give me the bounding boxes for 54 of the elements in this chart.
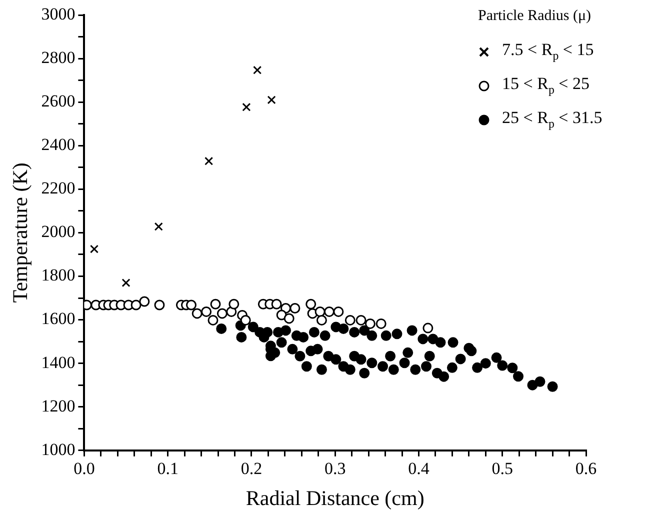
point (242, 102, 251, 112)
point (228, 298, 240, 310)
point (240, 314, 251, 326)
point (201, 306, 212, 317)
point (204, 156, 214, 166)
y-tick-label: 1400 (41, 352, 76, 372)
y-tick-label: 2200 (41, 178, 76, 198)
point (284, 313, 294, 324)
y-axis-title: Temperature (K) (8, 162, 32, 303)
x-axis-title: Radial Distance (cm) (246, 486, 424, 510)
point (324, 306, 334, 317)
x-tick-label: 0.4 (408, 459, 430, 478)
x-tick-label: 0.6 (575, 459, 597, 478)
point (333, 306, 344, 317)
x-tick-label: 0.3 (324, 459, 346, 478)
y-tick-label: 1800 (41, 266, 76, 285)
point (306, 298, 316, 310)
x-tick-label: 0.1 (157, 459, 178, 478)
point (192, 308, 202, 319)
point (216, 308, 228, 319)
y-tick-label: 2600 (41, 92, 76, 111)
y-tick-label: 1600 (41, 309, 76, 328)
point (316, 314, 327, 326)
y-tick-label: 2000 (41, 222, 76, 242)
legend-label: 15 < R$_{p}$ < 25 (502, 74, 590, 98)
y-tick-label: 1200 (41, 396, 76, 416)
point (186, 300, 196, 310)
point (271, 298, 282, 310)
y-tick-label: 2400 (41, 135, 76, 154)
point (344, 314, 356, 326)
y-tick-label: 3000 (41, 4, 76, 24)
legend-title: Particle Radius (μ) (478, 8, 592, 25)
point (376, 318, 386, 329)
legend-label: 25 < R$_{p}$ < 31.5 (502, 108, 602, 132)
point (139, 296, 150, 307)
point (208, 314, 218, 326)
x-tick-label: 0.0 (74, 459, 95, 478)
x-tick-label: 0.2 (240, 459, 262, 478)
point (253, 66, 262, 74)
y-tick-label: 2800 (41, 48, 76, 68)
point (422, 322, 434, 334)
point (122, 278, 130, 288)
point (210, 298, 221, 310)
point (267, 96, 276, 104)
y-tick-label: 1000 (41, 440, 76, 459)
point (154, 222, 163, 231)
x-tick-label: 0.5 (492, 459, 513, 478)
point (90, 244, 99, 254)
point (154, 300, 165, 310)
point (130, 300, 142, 310)
point (290, 302, 300, 314)
point (364, 318, 376, 329)
legend-label: 7.5 < R$_{p}$ < 15 (502, 40, 594, 64)
point (356, 314, 366, 326)
